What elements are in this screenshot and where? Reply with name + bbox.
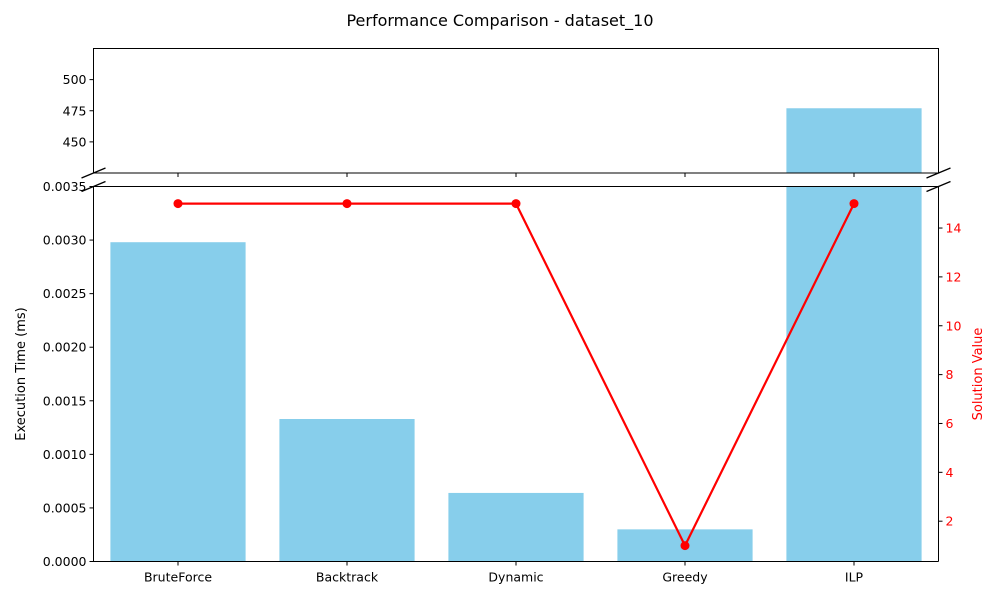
bottom-y-tick-label: 0.0005 bbox=[43, 500, 87, 515]
solution-point-bruteforce bbox=[173, 199, 183, 209]
right-y-tick-label: 12 bbox=[946, 269, 962, 284]
right-y-tick-label: 8 bbox=[946, 367, 954, 382]
right-y-tick-label: 10 bbox=[946, 318, 962, 333]
bar-top-ilp bbox=[786, 108, 922, 173]
right-y-ticks: 2 4 6 8 10 12 14 bbox=[938, 221, 962, 529]
break-mark bbox=[81, 167, 106, 179]
y-axis-left-label: Execution Time (ms) bbox=[14, 307, 29, 440]
break-mark bbox=[926, 167, 951, 179]
x-tick-label: Greedy bbox=[662, 570, 708, 585]
bars-bottom-panel bbox=[110, 186, 922, 562]
top-panel-y-ticks: 450 475 500 bbox=[63, 72, 94, 149]
bottom-y-tick-label: 0.0035 bbox=[43, 179, 87, 194]
bar-ilp bbox=[786, 186, 922, 562]
solution-point-ilp bbox=[849, 199, 859, 209]
bottom-y-tick-label: 0.0000 bbox=[43, 554, 87, 569]
top-y-tick-label: 475 bbox=[63, 103, 87, 118]
top-y-tick-label: 500 bbox=[63, 72, 87, 87]
solution-value-line bbox=[173, 199, 859, 551]
bar-backtrack bbox=[279, 419, 415, 562]
bottom-y-tick-label: 0.0020 bbox=[43, 340, 87, 355]
bar-bruteforce bbox=[110, 242, 246, 562]
x-axis-ticks: BruteForce Backtrack Dynamic Greedy ILP bbox=[144, 561, 864, 585]
x-tick-label: ILP bbox=[845, 570, 864, 585]
right-y-tick-label: 14 bbox=[946, 221, 962, 236]
y-axis-right-label: Solution Value bbox=[971, 328, 986, 421]
break-mark bbox=[926, 180, 951, 193]
chart-title: Performance Comparison - dataset_10 bbox=[346, 11, 653, 31]
solution-point-backtrack bbox=[342, 199, 352, 209]
bottom-panel-y-ticks: 0.0000 0.0005 0.0010 0.0015 0.0020 0.0025 0.00… bbox=[43, 179, 94, 569]
x-tick-label: BruteForce bbox=[144, 570, 212, 585]
x-tick-label: Dynamic bbox=[488, 570, 543, 585]
right-y-tick-label: 4 bbox=[946, 465, 954, 480]
bottom-y-tick-label: 0.0010 bbox=[43, 447, 87, 462]
bottom-y-tick-label: 0.0025 bbox=[43, 286, 87, 301]
top-y-tick-label: 450 bbox=[63, 134, 87, 149]
bars-top-panel bbox=[786, 108, 922, 173]
top-panel-x-ticks bbox=[177, 173, 855, 177]
x-tick-label: Backtrack bbox=[316, 570, 379, 585]
right-y-tick-label: 2 bbox=[946, 514, 954, 529]
solution-point-greedy bbox=[680, 541, 690, 551]
axis-break-marks bbox=[81, 167, 951, 193]
bottom-y-tick-label: 0.0015 bbox=[43, 393, 87, 408]
bar-dynamic bbox=[448, 492, 584, 562]
right-y-tick-label: 6 bbox=[946, 416, 954, 431]
bottom-y-tick-label: 0.0030 bbox=[43, 233, 87, 248]
solution-point-dynamic bbox=[511, 199, 521, 209]
